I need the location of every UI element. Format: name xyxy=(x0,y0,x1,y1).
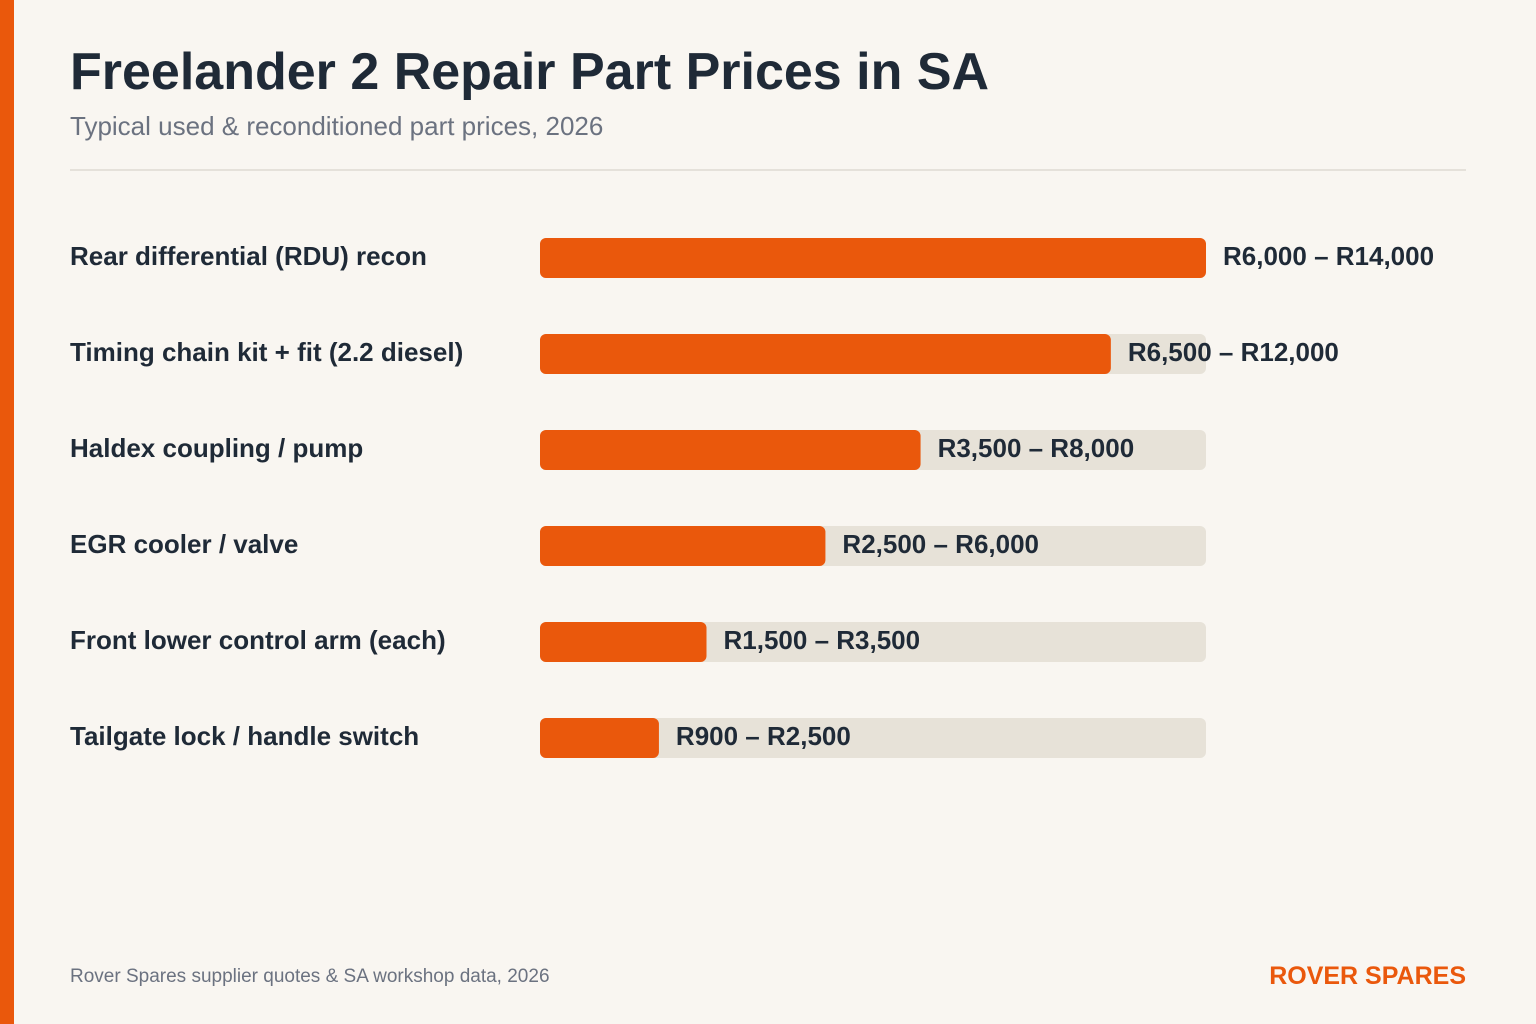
chart-subtitle: Typical used & reconditioned part prices… xyxy=(70,111,604,141)
accent-stripe xyxy=(0,0,14,1024)
bar-row-tailgate-lock-handle-switch: Tailgate lock / handle switch R900 – R2,5… xyxy=(70,718,1206,758)
bar-row-haldex-coupling-pump: Haldex coupling / pump R3,500 – R8,000 xyxy=(70,430,1206,470)
bar-rear-differential-rdu-recon xyxy=(540,238,1206,278)
bar-row-egr-cooler-valve: EGR cooler / valve R2,500 – R6,000 xyxy=(70,526,1206,566)
bar-row-timing-chain-kit-fit-2-2-diesel: Timing chain kit + fit (2.2 diesel) R6,50… xyxy=(70,334,1339,374)
bar-egr-cooler-valve xyxy=(540,526,826,566)
category-label-egr-cooler-valve: EGR cooler / valve xyxy=(70,529,298,559)
chart-title: Freelander 2 Repair Part Prices in SA xyxy=(70,43,990,101)
category-label-rear-differential-rdu-recon: Rear differential (RDU) recon xyxy=(70,241,427,271)
bar-row-rear-differential-rdu-recon: Rear differential (RDU) recon R6,000 – R1… xyxy=(70,238,1434,278)
brand-logo: ROVER SPARES xyxy=(1269,962,1466,990)
category-label-front-lower-control-arm-each: Front lower control arm (each) xyxy=(70,625,446,655)
category-label-tailgate-lock-handle-switch: Tailgate lock / handle switch xyxy=(70,721,419,751)
category-label-timing-chain-kit-fit-2-2-diesel: Timing chain kit + fit (2.2 diesel) xyxy=(70,337,463,367)
bar-tailgate-lock-handle-switch xyxy=(540,718,659,758)
value-label-tailgate-lock-handle-switch: R900 – R2,500 xyxy=(676,721,851,751)
value-label-rear-differential-rdu-recon: R6,000 – R14,000 xyxy=(1223,241,1434,271)
value-label-timing-chain-kit-fit-2-2-diesel: R6,500 – R12,000 xyxy=(1128,337,1339,367)
value-label-haldex-coupling-pump: R3,500 – R8,000 xyxy=(938,433,1135,463)
bar-front-lower-control-arm-each xyxy=(540,622,707,662)
bar-row-front-lower-control-arm-each: Front lower control arm (each) R1,500 – R… xyxy=(70,622,1206,662)
header-divider xyxy=(70,169,1466,171)
value-label-front-lower-control-arm-each: R1,500 – R3,500 xyxy=(724,625,921,655)
value-label-egr-cooler-valve: R2,500 – R6,000 xyxy=(842,529,1039,559)
source-note: Rover Spares supplier quotes & SA worksh… xyxy=(70,966,550,987)
bar-haldex-coupling-pump xyxy=(540,430,921,470)
category-label-haldex-coupling-pump: Haldex coupling / pump xyxy=(70,433,363,463)
bar-track-tailgate-lock-handle-switch xyxy=(540,718,1206,758)
bar-timing-chain-kit-fit-2-2-diesel xyxy=(540,334,1111,374)
